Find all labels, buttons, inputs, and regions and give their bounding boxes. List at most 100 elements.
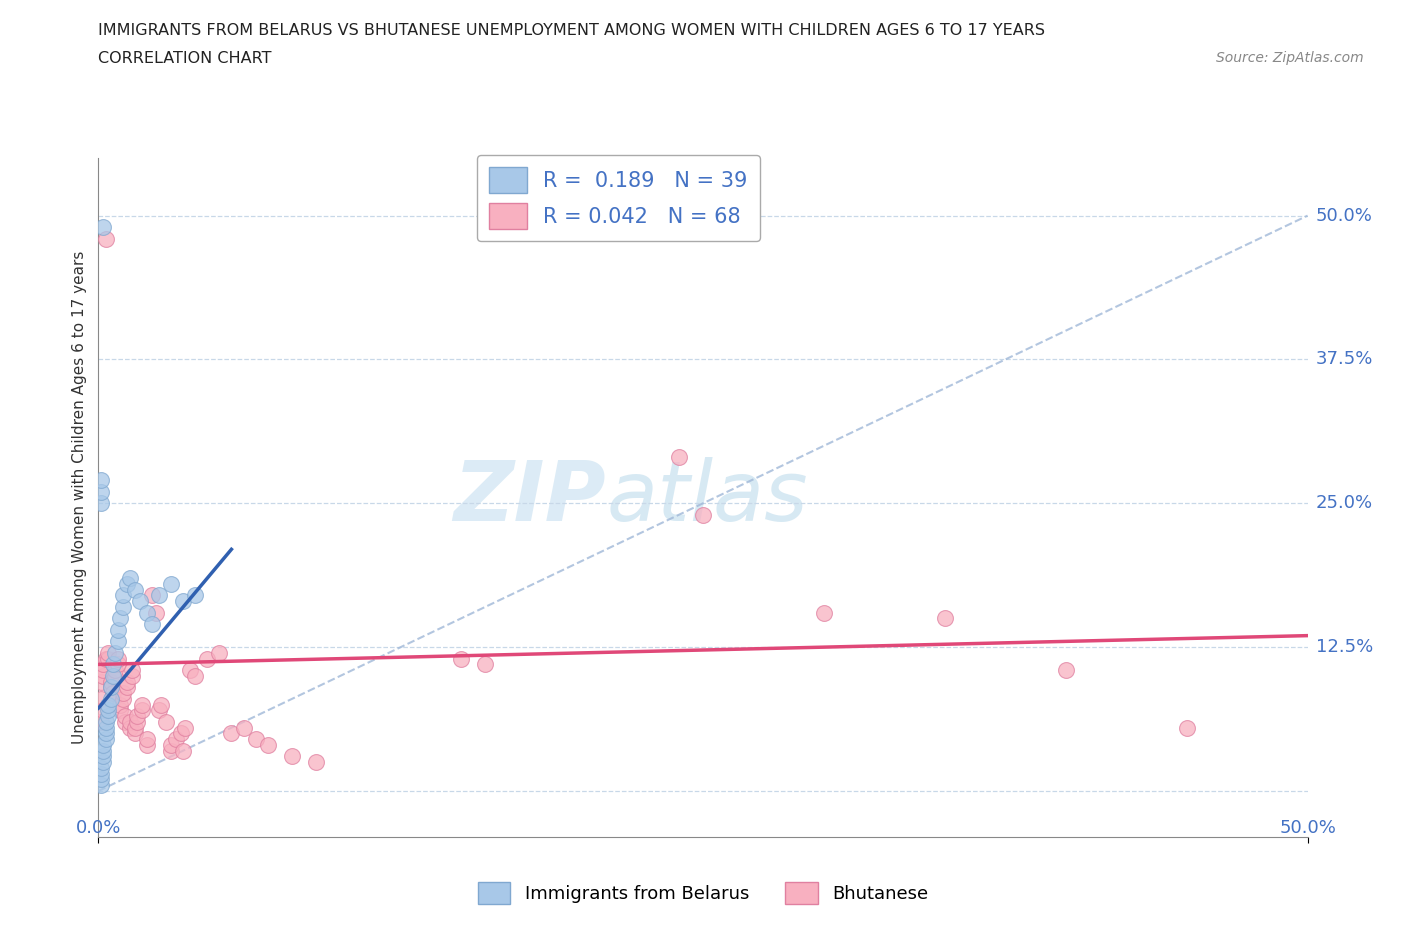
Point: [135, 605, 157, 620]
Point: [104, 663, 127, 678]
Point: [101, 657, 124, 671]
Point: [160, 737, 183, 752]
Point: [474, 657, 496, 671]
Point: [90, 766, 112, 781]
Point: [131, 703, 153, 718]
Point: [117, 577, 139, 591]
Text: atlas: atlas: [606, 457, 808, 538]
Point: [108, 611, 131, 626]
Point: [141, 588, 163, 603]
Point: [165, 732, 187, 747]
Point: [94, 732, 117, 747]
Legend: Immigrants from Belarus, Bhutanese: Immigrants from Belarus, Bhutanese: [471, 875, 935, 911]
Point: [111, 685, 134, 700]
Point: [97, 651, 120, 666]
Point: [101, 685, 124, 700]
Point: [108, 698, 131, 712]
Point: [141, 617, 163, 631]
Point: [127, 709, 149, 724]
Point: [94, 720, 117, 735]
Point: [90, 472, 112, 487]
Point: [104, 669, 127, 684]
Point: [94, 726, 117, 741]
Point: [172, 743, 194, 758]
Point: [107, 657, 129, 671]
Point: [107, 622, 129, 637]
Point: [160, 743, 183, 758]
Point: [256, 737, 278, 752]
Point: [90, 485, 112, 499]
Point: [91, 755, 114, 770]
Text: IMMIGRANTS FROM BELARUS VS BHUTANESE UNEMPLOYMENT AMONG WOMEN WITH CHILDREN AGES: IMMIGRANTS FROM BELARUS VS BHUTANESE UNE…: [98, 23, 1046, 38]
Point: [101, 669, 124, 684]
Point: [121, 663, 143, 678]
Point: [118, 714, 141, 729]
Text: 37.5%: 37.5%: [1316, 351, 1374, 368]
Point: [111, 692, 134, 707]
Point: [934, 611, 956, 626]
Text: Source: ZipAtlas.com: Source: ZipAtlas.com: [1216, 51, 1364, 65]
Point: [148, 588, 170, 603]
Point: [281, 749, 304, 764]
Point: [127, 714, 149, 729]
Point: [90, 761, 112, 776]
Point: [135, 732, 157, 747]
Point: [1175, 720, 1198, 735]
Point: [114, 709, 136, 724]
Point: [91, 219, 114, 234]
Text: 12.5%: 12.5%: [1316, 638, 1374, 657]
Point: [155, 714, 177, 729]
Point: [107, 634, 129, 649]
Point: [118, 720, 141, 735]
Point: [117, 680, 139, 695]
Point: [245, 732, 267, 747]
Point: [195, 651, 218, 666]
Point: [97, 703, 120, 718]
Point: [135, 737, 157, 752]
Point: [90, 674, 112, 689]
Point: [692, 508, 714, 523]
Point: [111, 588, 134, 603]
Point: [111, 600, 134, 615]
Point: [97, 698, 120, 712]
Point: [91, 743, 114, 758]
Text: 50.0%: 50.0%: [1316, 206, 1372, 225]
Point: [90, 714, 112, 729]
Point: [668, 450, 690, 465]
Point: [184, 669, 207, 684]
Point: [117, 674, 139, 689]
Point: [94, 651, 117, 666]
Text: 25.0%: 25.0%: [1316, 495, 1374, 512]
Point: [91, 669, 114, 684]
Point: [124, 720, 146, 735]
Point: [124, 582, 146, 597]
Point: [121, 669, 143, 684]
Text: CORRELATION CHART: CORRELATION CHART: [98, 51, 271, 66]
Point: [91, 737, 114, 752]
Point: [145, 605, 167, 620]
Text: ZIP: ZIP: [454, 457, 606, 538]
Point: [101, 692, 124, 707]
Point: [108, 703, 131, 718]
Point: [100, 674, 122, 689]
Point: [184, 588, 207, 603]
Point: [90, 496, 112, 511]
Point: [100, 692, 122, 707]
Legend: R =  0.189   N = 39, R = 0.042   N = 68: R = 0.189 N = 39, R = 0.042 N = 68: [477, 155, 761, 241]
Point: [91, 657, 114, 671]
Point: [94, 232, 117, 246]
Point: [150, 698, 173, 712]
Point: [208, 645, 231, 660]
Point: [179, 663, 201, 678]
Point: [90, 772, 112, 787]
Point: [174, 720, 197, 735]
Point: [160, 577, 183, 591]
Point: [90, 777, 112, 792]
Point: [100, 680, 122, 695]
Point: [100, 680, 122, 695]
Point: [232, 720, 254, 735]
Point: [305, 755, 328, 770]
Point: [148, 703, 170, 718]
Point: [97, 709, 120, 724]
Point: [107, 651, 129, 666]
